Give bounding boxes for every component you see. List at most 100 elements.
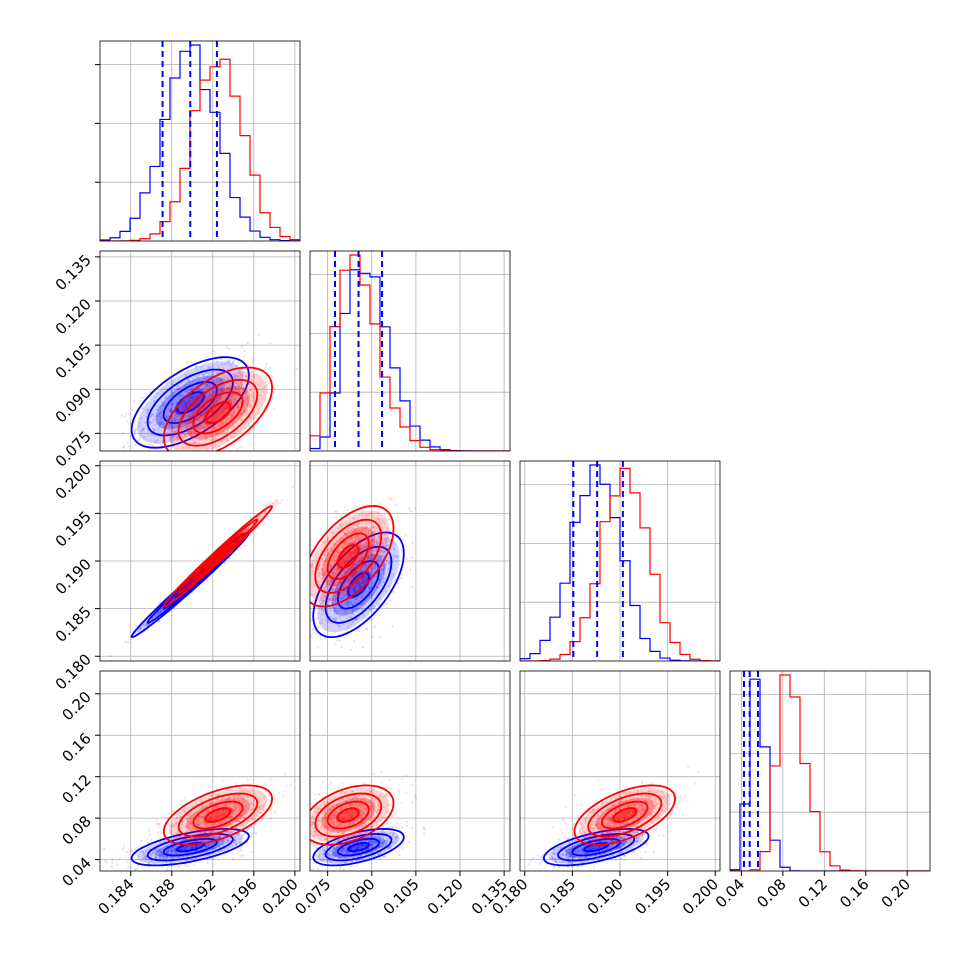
scatter-point [355, 524, 358, 528]
scatter-point [230, 393, 233, 396]
scatter-point [240, 390, 244, 393]
scatter-point [362, 614, 366, 617]
scatter-point [372, 582, 375, 585]
scatter-point [230, 415, 233, 418]
scatter-point [353, 588, 356, 592]
scatter-point [375, 543, 378, 546]
histogram-series-0 [100, 44, 300, 241]
scatter-point [334, 516, 337, 519]
scatter-point [244, 375, 248, 378]
scatter-point [154, 423, 157, 426]
scatter-point [205, 382, 208, 386]
scatter-point [190, 396, 194, 400]
scatter-point [335, 584, 338, 587]
scatter-point [148, 447, 152, 451]
scatter-point [343, 561, 346, 565]
scatter-point [241, 383, 244, 387]
scatter-point [362, 600, 365, 604]
scatter-point [214, 427, 217, 430]
scatter-point [345, 602, 349, 605]
scatter-point [332, 582, 336, 586]
scatter-point [322, 553, 325, 557]
scatter-point [332, 617, 335, 620]
scatter-point [257, 516, 260, 519]
scatter-point [152, 445, 155, 448]
scatter-point [318, 621, 322, 625]
scatter-point [182, 407, 185, 410]
scatter-point [211, 410, 214, 414]
scatter-point [320, 621, 323, 625]
scatter-point [381, 568, 384, 571]
scatter-point [343, 562, 347, 565]
scatter-point [326, 597, 329, 601]
scatter-point [199, 424, 202, 427]
scatter-point [229, 389, 232, 392]
scatter-point [220, 376, 223, 379]
scatter-point [230, 365, 234, 368]
scatter-point [337, 573, 341, 576]
scatter-point [122, 446, 125, 449]
scatter-point [219, 377, 222, 381]
scatter-point [212, 390, 215, 394]
scatter-point [306, 594, 308, 596]
scatter-point [196, 376, 199, 379]
scatter-point [371, 617, 374, 621]
scatter-point [213, 417, 216, 420]
scatter-point [250, 379, 254, 382]
scatter-point [360, 593, 363, 596]
scatter-point [372, 530, 376, 534]
scatter-point [219, 433, 223, 436]
scatter-point [137, 626, 141, 629]
scatter-point [331, 531, 334, 535]
scatter-point [357, 608, 360, 611]
scatter-point [385, 544, 388, 547]
scatter-point [236, 404, 240, 407]
scatter-point [382, 573, 386, 576]
scatter-point [331, 542, 335, 545]
scatter-point [219, 389, 223, 392]
scatter-point [381, 554, 384, 558]
scatter-point [363, 566, 367, 570]
scatter-point [379, 502, 382, 506]
scatter-point [206, 395, 209, 398]
scatter-point [370, 566, 373, 569]
scatter-point [256, 408, 260, 411]
scatter-point [211, 424, 214, 428]
scatter-point [328, 569, 332, 572]
scatter-point [236, 416, 239, 419]
scatter-point [206, 861, 209, 864]
density-fill-series-1 [185, 526, 250, 586]
y-tick-label: 0.185 [52, 603, 95, 646]
scatter-point [228, 398, 231, 401]
scatter-point [307, 625, 309, 627]
scatter-point [184, 404, 187, 408]
scatter-point [367, 561, 370, 565]
scatter-point [224, 358, 228, 362]
scatter-point [358, 540, 361, 543]
scatter-point [111, 858, 114, 861]
scatter-point [374, 575, 377, 579]
scatter-point [200, 420, 204, 423]
scatter-point [150, 433, 153, 436]
scatter-point [264, 504, 267, 507]
scatter-point [345, 628, 348, 631]
scatter-point [336, 588, 340, 591]
scatter-point [365, 527, 368, 531]
scatter-point [336, 567, 339, 571]
scatter-point [244, 412, 248, 415]
scatter-point [233, 411, 236, 414]
scatter-point [158, 611, 161, 614]
scatter-point [252, 375, 256, 378]
scatter-point [223, 406, 226, 409]
scatter-point [353, 547, 357, 550]
scatter-point [151, 444, 154, 447]
scatter-point [172, 432, 175, 436]
scatter-point [387, 518, 390, 521]
scatter-point [248, 424, 251, 428]
scatter-point [351, 603, 354, 606]
scatter-point [343, 543, 346, 547]
scatter-point [364, 574, 367, 577]
scatter-point [396, 555, 399, 559]
scatter-point [196, 394, 199, 397]
scatter-point [351, 612, 354, 615]
